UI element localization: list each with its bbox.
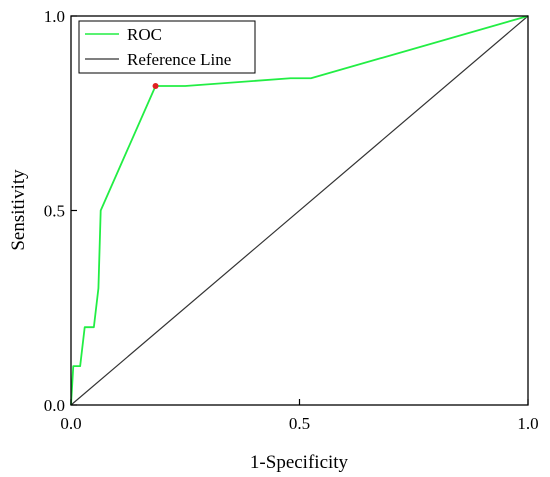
y-axis-title: Sensitivity [8,169,29,251]
series-line-reference-line [70,15,529,406]
series-line-roc [70,15,529,406]
x-axis-title: 1-Specificity [250,452,349,473]
legend-label-roc: ROC [127,25,162,44]
x-tick-label: 0.5 [289,414,310,433]
y-tick-label: 0.5 [44,202,65,221]
legend-label-reference-line: Reference Line [127,50,231,69]
legend-box [78,20,256,74]
x-tick-label: 1.0 [517,414,538,433]
x-tick-label: 0.0 [60,414,81,433]
ticks-layer: 0.0 0.5 1.0 0.0 0.5 1.0 [44,7,539,433]
legend: ROC Reference Line [78,20,256,74]
highlight-point [152,83,159,90]
y-tick-label: 1.0 [44,7,65,26]
plot-layer [70,15,529,406]
y-tick-label: 0.0 [44,396,65,415]
